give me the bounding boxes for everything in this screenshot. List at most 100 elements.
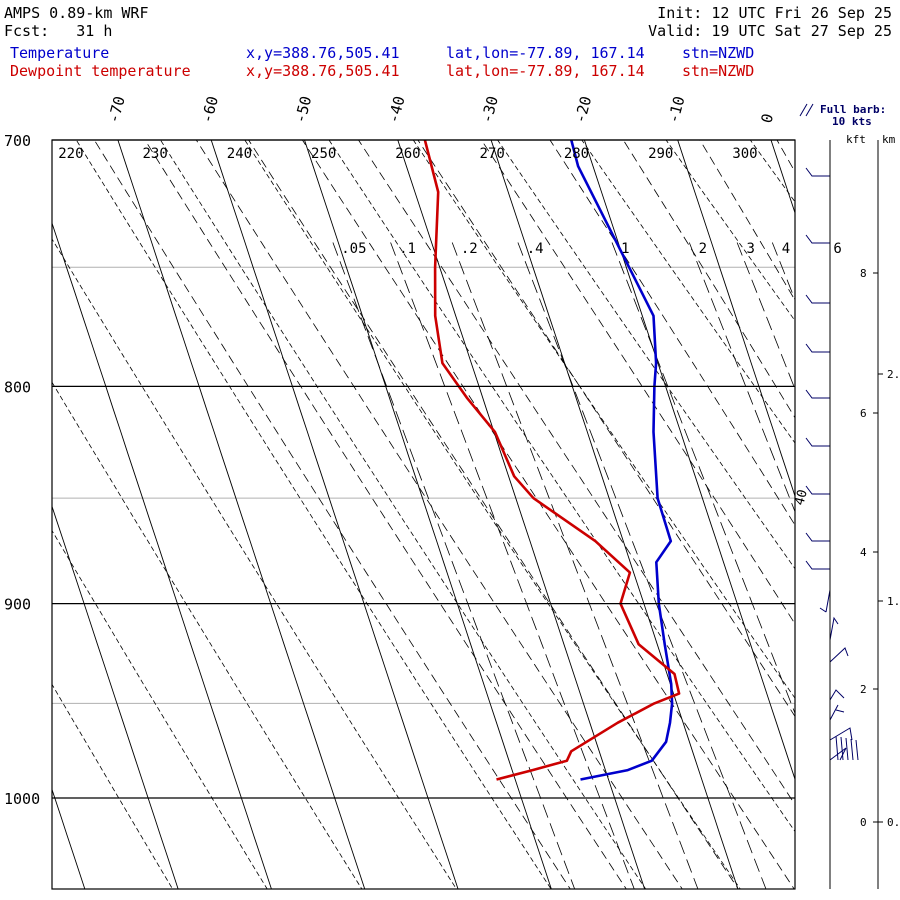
mixing-ratio-label: 3 (747, 241, 755, 257)
moist-adiabat-line (301, 140, 795, 889)
wind-barb (829, 647, 849, 663)
temperature-line (570, 140, 674, 781)
theta-tick-label: 260 (395, 146, 420, 162)
mixing-ratio-line (332, 242, 576, 889)
dry-adiabat-line (328, 140, 795, 833)
dry-adiabat-line (52, 683, 174, 889)
mixing-ratio-line (771, 242, 795, 301)
wind-barb (855, 739, 859, 761)
temperature-tick-label: -10 (664, 94, 688, 125)
dry-adiabat-line (244, 140, 741, 889)
moist-adiabat-line (248, 140, 739, 889)
dry-adiabat-line (160, 140, 647, 889)
theta-tick-label: 230 (143, 146, 168, 162)
wind-barb (850, 738, 854, 761)
temperature-tick-label: -20 (571, 94, 595, 125)
temperature-tick-label: -60 (198, 94, 222, 125)
temperature-tick-label: -50 (291, 94, 315, 125)
wind-barb (805, 485, 830, 495)
kft-tick-label: 6 (860, 407, 867, 420)
grid-clipped (52, 87, 900, 900)
pressure-tick-label: 1000 (4, 790, 40, 808)
wind-barb (819, 589, 831, 613)
dry-adiabat-line (581, 140, 795, 444)
model-title: AMPS 0.89-km WRF (4, 4, 149, 22)
mixing-ratio-line (824, 243, 900, 900)
dry-adiabat-line (497, 140, 795, 570)
kft-tick-label: 8 (860, 267, 867, 280)
mixing-ratio-label: 4 (782, 241, 790, 257)
wind-barb (835, 735, 839, 761)
moist-adiabat-line (417, 140, 795, 718)
km-tick-label: 2. (887, 368, 900, 381)
temperature-tick-label: -40 (384, 94, 408, 125)
dry-adiabat-line (665, 140, 795, 322)
isotherm-line (490, 140, 739, 889)
theta-tick-label: 290 (648, 146, 673, 162)
plot-frame (51, 139, 796, 890)
theta-tick-label: 300 (732, 146, 757, 162)
pressure-tick-label: 900 (4, 596, 31, 614)
kft-tick-label: 2 (860, 683, 867, 696)
kft-axis-title: kft (846, 133, 866, 146)
legend-temperature-name: Temperature (10, 44, 110, 62)
moist-adiabat-line (480, 140, 795, 625)
legend-dewpoint-xy: x,y=388.76,505.41 (246, 62, 400, 80)
series-layer (423, 140, 681, 781)
moist-adiabat-line (195, 140, 683, 889)
wind-barb (805, 167, 830, 177)
barb-key-line2: 10 kts (832, 115, 872, 128)
init-time: Init: 12 UTC Fri 26 Sep 25 (657, 4, 892, 22)
wind-barb (829, 727, 853, 741)
isotherm-line (397, 140, 646, 889)
km-tick-label: 0. (887, 816, 900, 829)
dry-adiabat-line (52, 238, 457, 889)
kft-tick-label: 0 (860, 816, 867, 829)
mixing-ratio-label: .1 (399, 241, 416, 257)
legend-temperature-stn: stn=NZWD (682, 44, 755, 62)
legend-dewpoint-latlon: lat,lon=-77.89, 167.14 (446, 62, 645, 80)
wind-barb (829, 704, 845, 721)
moist-adiabat-line (549, 140, 795, 526)
barb-key-icon (799, 103, 814, 117)
dry-adiabat-line (75, 140, 552, 889)
wind-barb (805, 234, 830, 244)
pressure-tick-label: 700 (4, 132, 31, 150)
wind-barb (845, 737, 849, 761)
kft-tick-label: 4 (860, 546, 867, 559)
isotherm-line (583, 140, 795, 781)
mixing-ratio-line (517, 242, 767, 889)
isotherm-line (677, 140, 795, 498)
moist-adiabat-line (699, 140, 795, 302)
dry-adiabat-line (52, 529, 268, 889)
isotherm-line (770, 140, 795, 215)
theta-tick-label: 270 (480, 146, 505, 162)
temperature-tick-label: -70 (104, 94, 128, 125)
dewpoint-line (423, 140, 681, 781)
grid-layer (52, 87, 900, 900)
wind-barbs (805, 167, 859, 761)
mixing-ratio-label: 2 (699, 241, 707, 257)
pressure-tick-label: 800 (4, 378, 31, 396)
theta-tick-label: 280 (564, 146, 589, 162)
dry-adiabat-line (412, 140, 795, 699)
moist-adiabat-line (144, 140, 627, 889)
moist-adiabat-line (776, 140, 795, 173)
valid-time: Valid: 19 UTC Sat 27 Sep 25 (648, 22, 892, 40)
legend-temperature-xy: x,y=388.76,505.41 (246, 44, 400, 62)
moist-adiabat-line (358, 140, 795, 806)
wind-barb (805, 294, 830, 304)
legend-dewpoint-name: Dewpoint temperature (10, 62, 191, 80)
isotherm-line (304, 140, 552, 889)
mixing-ratio-line (611, 242, 795, 715)
dry-adiabat-line (879, 87, 900, 900)
isotherm-line (117, 140, 366, 889)
isotherm-line (52, 788, 86, 889)
isotherm-line (210, 140, 459, 889)
moist-adiabat-line (896, 87, 900, 900)
theta-tick-label: 220 (58, 146, 83, 162)
temperature-tick-label: 0 (757, 112, 777, 125)
mixing-ratio-label: .05 (341, 241, 366, 257)
mixing-ratio-label: 1 (621, 241, 629, 257)
